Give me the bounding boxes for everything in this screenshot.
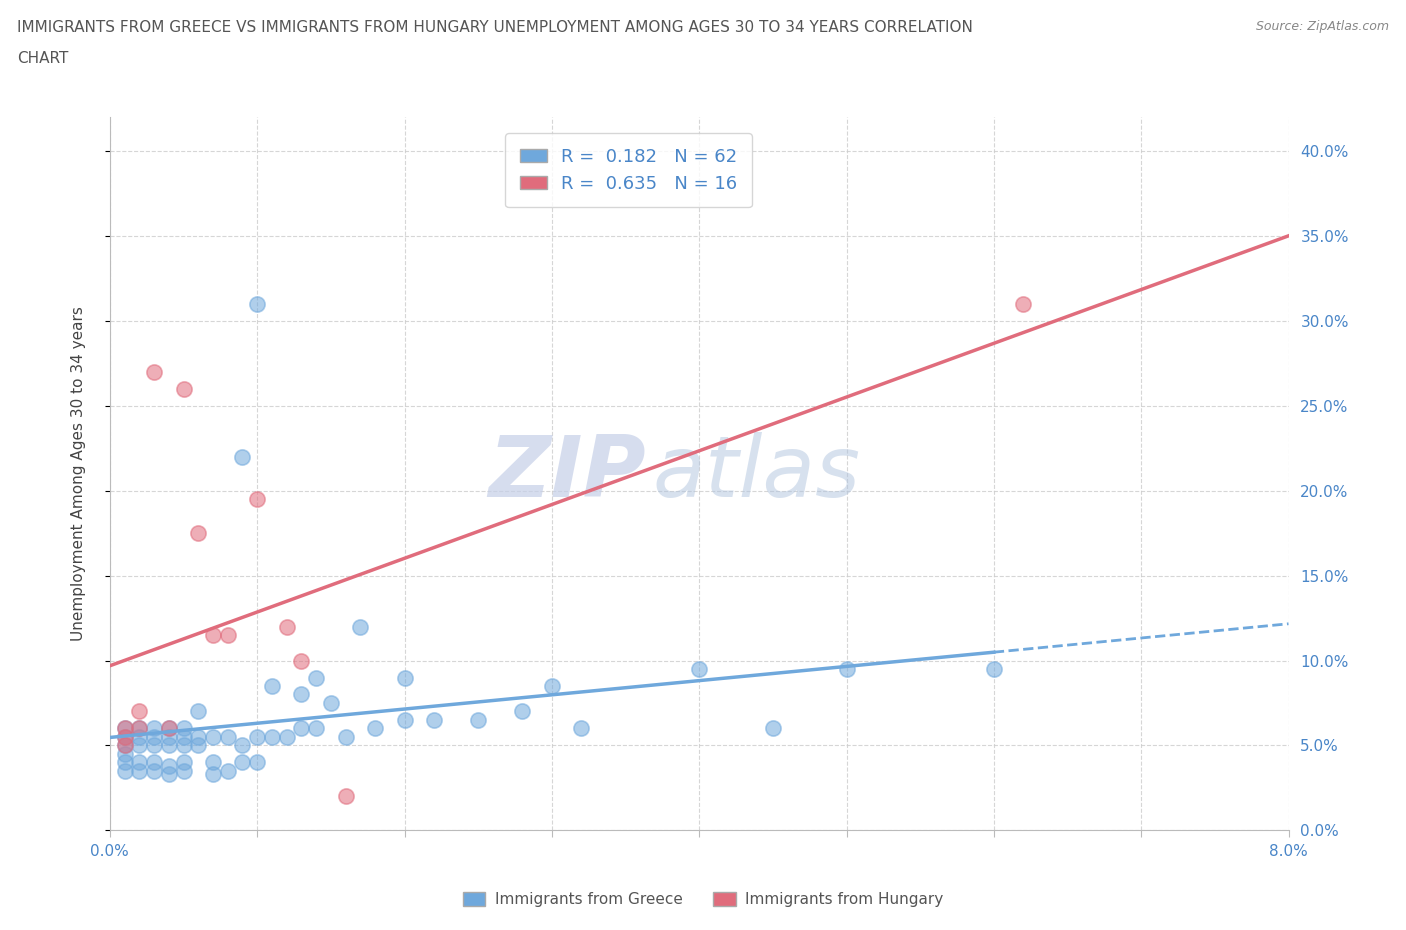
Point — [394, 671, 416, 685]
Point — [983, 661, 1005, 676]
Point — [128, 704, 150, 719]
Point — [173, 729, 195, 744]
Text: IMMIGRANTS FROM GREECE VS IMMIGRANTS FROM HUNGARY UNEMPLOYMENT AMONG AGES 30 TO : IMMIGRANTS FROM GREECE VS IMMIGRANTS FRO… — [17, 20, 973, 35]
Point — [217, 729, 239, 744]
Point — [128, 755, 150, 770]
Point — [364, 721, 387, 736]
Point — [305, 721, 328, 736]
Point — [173, 381, 195, 396]
Point — [260, 729, 283, 744]
Y-axis label: Unemployment Among Ages 30 to 34 years: Unemployment Among Ages 30 to 34 years — [72, 306, 86, 642]
Point — [187, 525, 209, 540]
Point — [173, 755, 195, 770]
Point — [173, 764, 195, 778]
Point — [335, 789, 357, 804]
Point — [143, 738, 166, 753]
Point — [157, 738, 180, 753]
Point — [246, 755, 269, 770]
Point — [423, 712, 446, 727]
Text: Source: ZipAtlas.com: Source: ZipAtlas.com — [1256, 20, 1389, 33]
Point — [217, 764, 239, 778]
Point — [305, 671, 328, 685]
Point — [114, 764, 136, 778]
Point — [688, 661, 710, 676]
Point — [290, 721, 312, 736]
Point — [143, 755, 166, 770]
Point — [114, 755, 136, 770]
Point — [128, 764, 150, 778]
Point — [319, 696, 342, 711]
Point — [143, 764, 166, 778]
Point — [246, 729, 269, 744]
Point — [143, 365, 166, 379]
Point — [394, 712, 416, 727]
Point — [157, 758, 180, 773]
Point — [114, 721, 136, 736]
Point — [231, 449, 253, 464]
Point — [114, 729, 136, 744]
Point — [157, 767, 180, 782]
Point — [246, 297, 269, 312]
Point — [157, 721, 180, 736]
Point — [217, 628, 239, 643]
Point — [231, 755, 253, 770]
Text: atlas: atlas — [652, 432, 860, 515]
Point — [173, 721, 195, 736]
Point — [201, 628, 224, 643]
Point — [143, 729, 166, 744]
Point — [540, 679, 562, 694]
Point — [143, 721, 166, 736]
Point — [467, 712, 489, 727]
Point — [128, 721, 150, 736]
Point — [187, 704, 209, 719]
Point — [276, 619, 298, 634]
Point — [201, 767, 224, 782]
Point — [114, 738, 136, 753]
Point — [260, 679, 283, 694]
Point — [128, 729, 150, 744]
Point — [114, 747, 136, 762]
Point — [114, 738, 136, 753]
Point — [157, 721, 180, 736]
Point — [276, 729, 298, 744]
Text: ZIP: ZIP — [488, 432, 647, 515]
Legend: R =  0.182   N = 62, R =  0.635   N = 16: R = 0.182 N = 62, R = 0.635 N = 16 — [505, 134, 752, 207]
Point — [569, 721, 592, 736]
Point — [128, 721, 150, 736]
Legend: Immigrants from Greece, Immigrants from Hungary: Immigrants from Greece, Immigrants from … — [457, 885, 949, 913]
Point — [1012, 297, 1035, 312]
Point — [128, 738, 150, 753]
Point — [201, 755, 224, 770]
Point — [114, 729, 136, 744]
Point — [762, 721, 785, 736]
Point — [512, 704, 534, 719]
Point — [157, 729, 180, 744]
Point — [187, 738, 209, 753]
Point — [201, 729, 224, 744]
Point — [335, 729, 357, 744]
Point — [349, 619, 371, 634]
Point — [114, 721, 136, 736]
Point — [187, 729, 209, 744]
Point — [173, 738, 195, 753]
Text: CHART: CHART — [17, 51, 69, 66]
Point — [835, 661, 858, 676]
Point — [290, 653, 312, 668]
Point — [246, 492, 269, 507]
Point — [290, 687, 312, 702]
Point — [231, 738, 253, 753]
